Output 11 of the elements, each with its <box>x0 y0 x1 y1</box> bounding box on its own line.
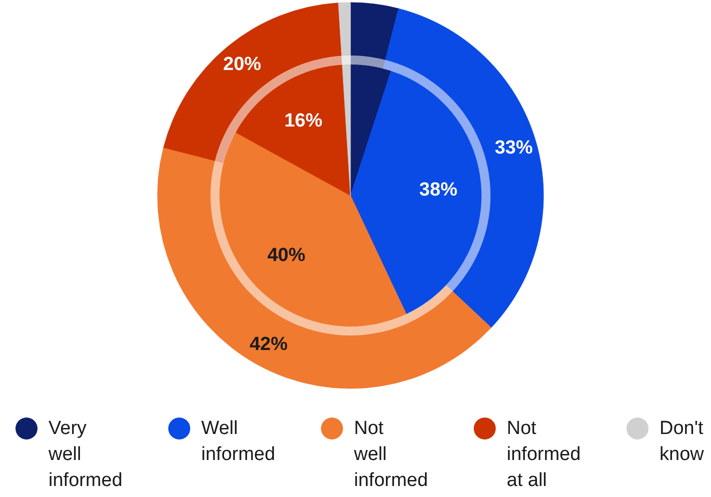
data-label: 38% <box>419 179 458 200</box>
data-label: 42% <box>250 334 288 355</box>
data-label: 20% <box>223 54 262 76</box>
legend-label: Very well informed <box>48 418 122 491</box>
legend-label: Well informed <box>201 418 276 465</box>
data-label: 16% <box>284 110 322 132</box>
data-label: 33% <box>494 138 533 159</box>
legend-label: Not well informed <box>353 418 428 491</box>
legend-label: Don't know <box>660 418 704 465</box>
data-label: 40% <box>267 245 306 266</box>
legend-label: Not informed at all <box>506 418 581 491</box>
